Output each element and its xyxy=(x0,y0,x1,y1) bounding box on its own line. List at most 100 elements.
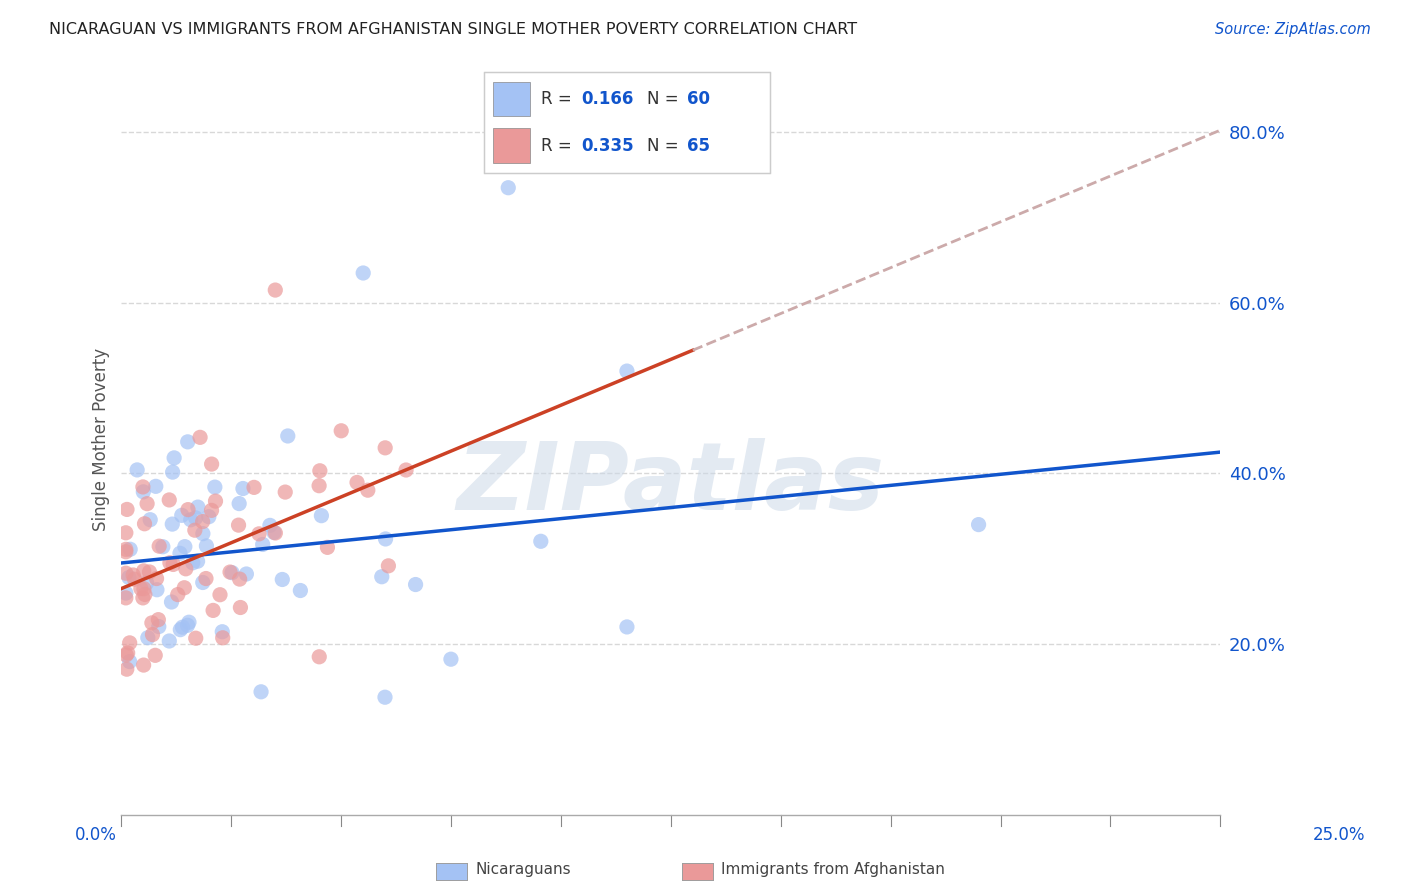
Point xyxy=(141,615,163,630)
Point xyxy=(316,541,339,555)
Point xyxy=(374,441,396,455)
Point xyxy=(145,572,167,586)
Point xyxy=(184,523,207,537)
Text: 25.0%: 25.0% xyxy=(1312,826,1365,844)
Point xyxy=(138,565,160,579)
Point xyxy=(159,556,181,570)
Point xyxy=(440,652,463,666)
Point xyxy=(163,450,186,465)
Point xyxy=(114,566,136,581)
Point xyxy=(187,554,209,568)
Point xyxy=(132,658,155,673)
Point xyxy=(191,526,214,541)
Point xyxy=(146,582,169,597)
Point xyxy=(208,588,231,602)
Point xyxy=(330,424,353,438)
Point xyxy=(129,582,152,596)
Point xyxy=(170,508,193,523)
Point xyxy=(174,562,197,576)
Point xyxy=(173,540,195,554)
Point xyxy=(198,509,221,524)
Point xyxy=(264,283,287,297)
Point xyxy=(308,464,330,478)
Point xyxy=(157,634,180,648)
Point xyxy=(152,540,174,554)
Point xyxy=(202,603,225,617)
Point xyxy=(200,503,222,517)
Point xyxy=(243,480,266,494)
Point xyxy=(136,497,159,511)
Point xyxy=(118,636,141,650)
Point xyxy=(117,646,139,660)
Point xyxy=(187,500,209,514)
Point xyxy=(374,690,396,705)
Point xyxy=(114,591,136,605)
Point xyxy=(114,545,136,559)
Point xyxy=(139,513,162,527)
Point xyxy=(211,624,233,639)
Text: Immigrants from Afghanistan: Immigrants from Afghanistan xyxy=(721,863,945,877)
Point xyxy=(132,591,155,605)
Point xyxy=(374,532,396,546)
Y-axis label: Single Mother Poverty: Single Mother Poverty xyxy=(93,348,110,531)
Point xyxy=(371,570,394,584)
Point xyxy=(136,631,159,645)
Point xyxy=(118,570,141,584)
Point xyxy=(357,483,380,498)
Point xyxy=(277,429,299,443)
Point xyxy=(166,588,188,602)
Point xyxy=(157,492,180,507)
Point xyxy=(184,631,207,645)
Point xyxy=(120,542,142,557)
Point xyxy=(191,515,214,529)
Point xyxy=(180,513,202,527)
Point xyxy=(201,457,224,471)
Point xyxy=(188,430,211,444)
Point xyxy=(118,655,141,669)
Point xyxy=(177,615,200,630)
Point xyxy=(211,631,233,645)
Point xyxy=(160,595,183,609)
Text: ZIPatlas: ZIPatlas xyxy=(457,438,884,531)
Point xyxy=(235,567,257,582)
Point xyxy=(141,627,163,641)
Point xyxy=(530,534,553,549)
Point xyxy=(115,648,138,662)
Point xyxy=(377,558,399,573)
Point xyxy=(177,434,200,449)
Point xyxy=(169,546,191,560)
Point xyxy=(229,600,252,615)
Point xyxy=(308,479,330,493)
Point xyxy=(221,566,243,580)
Point xyxy=(177,502,200,516)
Point xyxy=(124,572,146,586)
Point xyxy=(162,558,184,572)
Point xyxy=(352,266,374,280)
Point xyxy=(122,568,145,582)
Point xyxy=(184,511,207,525)
Point xyxy=(114,542,136,557)
Point xyxy=(195,539,218,553)
Point xyxy=(311,508,333,523)
Point xyxy=(274,485,297,500)
Point xyxy=(132,564,155,578)
Point xyxy=(259,518,281,533)
Point xyxy=(162,465,184,479)
Point xyxy=(228,518,250,533)
Text: Source: ZipAtlas.com: Source: ZipAtlas.com xyxy=(1215,22,1371,37)
Point xyxy=(395,463,418,477)
Point xyxy=(232,482,254,496)
Point xyxy=(616,620,638,634)
Point xyxy=(263,525,285,540)
Point xyxy=(271,573,294,587)
Point xyxy=(250,685,273,699)
Point xyxy=(173,581,195,595)
Point xyxy=(228,497,250,511)
Point xyxy=(132,480,155,494)
Point xyxy=(194,572,217,586)
Point xyxy=(148,613,170,627)
Point xyxy=(616,364,638,378)
Point xyxy=(176,618,198,632)
Point xyxy=(191,575,214,590)
Point xyxy=(290,583,312,598)
